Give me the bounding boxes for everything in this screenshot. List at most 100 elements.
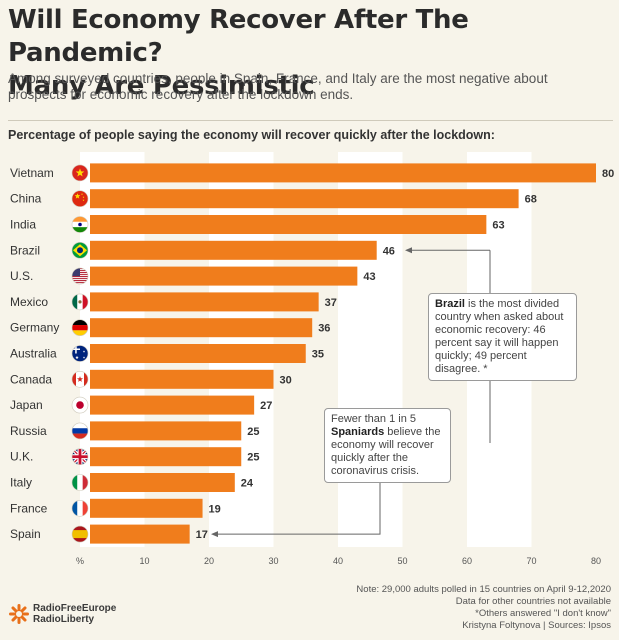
x-tick-label: 60: [462, 556, 472, 566]
bar: [90, 524, 190, 544]
data-label: 63: [492, 220, 504, 232]
flag-ring: [71, 345, 89, 362]
bar: [90, 215, 487, 234]
note-line-3: *Others answered "I don't know": [475, 608, 611, 619]
data-label: 37: [325, 297, 337, 309]
x-tick-label: 30: [268, 556, 278, 566]
spain-arrowhead: [211, 531, 218, 538]
rferl-logo: RadioFreeEurope RadioLiberty: [8, 603, 116, 625]
bar-chart: % 10 20 30 40 50 60 70 80 Vietnam 80 China 68 India 63…: [10, 152, 614, 566]
data-label: 17: [196, 529, 208, 541]
data-label: 80: [602, 168, 614, 180]
spain-callout-bold: Spaniards: [331, 426, 385, 438]
chart-heading: Percentage of people saying the economy …: [8, 128, 495, 142]
flag-ring: [71, 190, 89, 208]
bar: [90, 395, 255, 415]
note-line-2: Data for other countries not available: [455, 596, 611, 607]
rferl-logo-icon: [9, 604, 29, 624]
bar: [90, 240, 377, 260]
flag-ring: [71, 164, 89, 182]
data-label: 46: [383, 245, 395, 257]
flag-ring: [71, 267, 89, 285]
data-label: 24: [241, 478, 254, 490]
data-label: 19: [209, 503, 221, 515]
category-label: Canada: [10, 372, 52, 386]
data-label: 68: [525, 194, 537, 206]
category-label: Brazil: [10, 243, 40, 257]
mexico-flag: [72, 293, 88, 310]
category-label: Russia: [10, 424, 47, 438]
data-label: 25: [247, 452, 259, 464]
bar: [90, 369, 274, 389]
bar: [90, 163, 596, 183]
brazil-callout-bold: Brazil: [435, 298, 465, 310]
bar: [90, 292, 319, 312]
category-label: France: [10, 501, 48, 515]
x-tick-label: 40: [333, 556, 343, 566]
brazil-flag: [72, 242, 88, 259]
bar: [90, 447, 242, 467]
logo-line-1: RadioFreeEurope: [33, 603, 117, 614]
data-label: 35: [312, 349, 324, 361]
flag-ring: [71, 448, 89, 466]
data-label: 30: [280, 374, 292, 386]
category-label: Vietnam: [10, 166, 54, 180]
x-tick-label: 10: [139, 556, 149, 566]
china-flag: [72, 190, 88, 207]
spain-flag: [72, 526, 88, 543]
spain-callout-arrow: [217, 480, 381, 535]
brazil-callout-text: is the most divided country when asked a…: [435, 298, 564, 375]
germany-flag: [72, 319, 88, 336]
category-label: China: [10, 192, 42, 206]
canada-flag: [72, 371, 88, 388]
australia-flag: [72, 345, 88, 362]
flag-ring: [71, 396, 89, 414]
data-label: 27: [260, 400, 272, 412]
x-tick-label: 80: [591, 556, 601, 566]
x-axis-zero-label: %: [76, 556, 84, 566]
flag-ring: [71, 371, 89, 388]
flag-ring: [71, 499, 89, 517]
brazil-arrowhead: [405, 247, 412, 254]
flag-ring: [71, 422, 89, 440]
note-line-1: Note: 29,000 adults polled in 15 countri…: [356, 584, 611, 595]
spain-callout: Fewer than 1 in 5 Spaniards believe the …: [324, 408, 451, 483]
flag-ring: [71, 293, 89, 311]
flag-ring: [71, 525, 89, 543]
bar: [90, 498, 203, 518]
category-label: India: [10, 218, 36, 232]
category-label: Mexico: [10, 295, 48, 309]
note-line-4: Kristyna Foltynova | Sources: Ipsos: [462, 620, 611, 631]
logo-line-2: RadioLiberty: [33, 614, 95, 625]
category-label: Spain: [10, 527, 41, 541]
vietnam-flag: [72, 164, 88, 181]
x-tick-label: 50: [397, 556, 407, 566]
bar: [90, 318, 313, 338]
bar: [90, 473, 235, 492]
title-line-2: Many Are Pessimistic: [8, 71, 315, 101]
spain-callout-after: believe the economy will recover quickly…: [331, 426, 441, 477]
data-label: 43: [363, 271, 375, 283]
data-label: 36: [318, 323, 330, 335]
flag-ring: [71, 216, 89, 233]
category-label: Australia: [10, 347, 57, 361]
chart-title: Will Economy Recover After The Pandemic?…: [8, 4, 613, 103]
uk-flag: [72, 448, 88, 465]
flag-ring: [71, 319, 89, 336]
category-label: U.K.: [10, 450, 33, 464]
france-flag: [72, 500, 88, 517]
chart-subtitle: Among surveyed countries, people in Spai…: [8, 71, 548, 102]
spain-callout-before: Fewer than 1 in 5: [331, 413, 416, 425]
title-line-1: Will Economy Recover After The Pandemic?: [8, 5, 469, 68]
grid-band: [338, 152, 403, 547]
source-note: Note: 29,000 adults polled in 15 countri…: [356, 584, 611, 632]
category-label: Germany: [10, 321, 59, 335]
category-label: Italy: [10, 476, 32, 490]
data-label: 25: [247, 426, 259, 438]
header-divider: [8, 120, 613, 121]
flag-ring: [71, 474, 89, 491]
india-flag: [72, 216, 88, 233]
bar: [90, 421, 242, 441]
italy-flag: [72, 474, 88, 491]
x-tick-label: 20: [204, 556, 214, 566]
